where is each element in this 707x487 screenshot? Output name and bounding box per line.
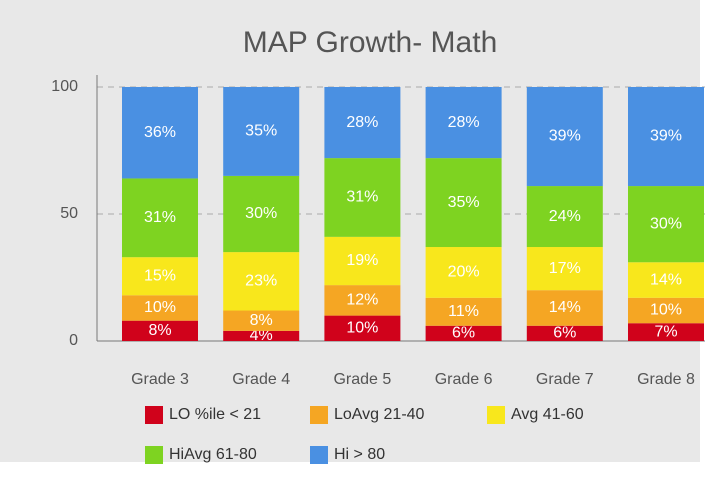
bar-segment	[425, 247, 502, 298]
x-tick-label: Grade 5	[333, 371, 391, 388]
data-label: 39%	[650, 128, 682, 145]
data-label: 4%	[250, 327, 273, 344]
x-tick-label: Grade 3	[131, 371, 189, 388]
bar-segment	[324, 158, 401, 237]
bar-segment	[122, 178, 198, 258]
legend-swatch	[487, 406, 505, 424]
y-tick-label: 0	[69, 332, 78, 349]
bar-segment	[324, 87, 401, 159]
data-label: 7%	[654, 323, 677, 340]
legend-swatch	[310, 406, 328, 424]
data-label: 28%	[346, 114, 378, 131]
legend-label: LoAvg 21-40	[334, 406, 425, 423]
bar-segment	[122, 87, 198, 179]
bar-segment	[122, 257, 198, 296]
data-label: 31%	[346, 189, 378, 206]
data-label: 8%	[148, 322, 171, 339]
data-label: 17%	[549, 260, 581, 277]
data-label: 14%	[650, 271, 682, 288]
data-label: 6%	[553, 325, 576, 342]
bar-segment	[223, 87, 300, 176]
data-label: 10%	[144, 299, 176, 316]
bar-segment	[223, 330, 300, 341]
bar-segment	[526, 87, 603, 187]
legend-swatch	[145, 446, 163, 464]
legend-label: HiAvg 61-80	[169, 446, 257, 463]
data-label: 36%	[144, 124, 176, 141]
data-label: 20%	[448, 264, 480, 281]
bar-segment	[425, 158, 502, 248]
data-label: 23%	[245, 273, 277, 290]
data-label: 10%	[346, 320, 378, 337]
data-label: 14%	[549, 299, 581, 316]
y-tick-label: 100	[51, 78, 78, 95]
x-tick-label: Grade 8	[637, 371, 695, 388]
data-label: 8%	[250, 312, 273, 329]
data-label: 6%	[452, 325, 475, 342]
bar-segment	[223, 310, 300, 331]
bar-segment	[223, 175, 300, 253]
legend-label: Avg 41-60	[511, 406, 584, 423]
bar-segment	[628, 186, 704, 263]
data-label: 35%	[448, 194, 480, 211]
x-tick-label: Grade 7	[536, 371, 594, 388]
data-label: 35%	[245, 123, 277, 140]
y-tick-label: 50	[60, 205, 78, 222]
data-label: 24%	[549, 208, 581, 225]
data-label: 28%	[448, 114, 480, 131]
data-label: 31%	[144, 209, 176, 226]
data-label: 39%	[549, 128, 581, 145]
x-tick-label: Grade 6	[435, 371, 493, 388]
bar-segment	[122, 295, 198, 321]
bar-segment	[526, 247, 603, 291]
data-label: 11%	[448, 303, 479, 320]
bar-segment	[425, 325, 502, 341]
data-label: 30%	[245, 205, 277, 222]
bar-segment	[628, 323, 704, 341]
data-label: 15%	[144, 267, 176, 284]
bar-segment	[324, 315, 401, 341]
bar-segment	[122, 320, 198, 341]
bar-segment	[324, 285, 401, 316]
data-label: 30%	[650, 215, 682, 232]
chart-title: MAP Growth- Math	[243, 26, 498, 59]
legend-label: Hi > 80	[334, 446, 385, 463]
bar-segment	[425, 297, 502, 326]
legend-swatch	[310, 446, 328, 464]
bar-segment	[628, 297, 704, 324]
bar-segment	[526, 290, 603, 326]
x-tick-label: Grade 4	[232, 371, 290, 388]
bar-segment	[324, 236, 401, 286]
legend-label: LO %ile < 21	[169, 406, 261, 423]
bar-segment	[223, 252, 300, 311]
bar-segment	[628, 87, 704, 187]
legend-swatch	[145, 406, 163, 424]
data-label: 19%	[346, 252, 378, 269]
bar-segment	[526, 325, 603, 341]
bar-segment	[628, 262, 704, 298]
bar-segment	[526, 186, 603, 248]
bar-segment	[425, 87, 502, 159]
data-label: 10%	[650, 302, 682, 319]
data-label: 12%	[346, 292, 378, 309]
